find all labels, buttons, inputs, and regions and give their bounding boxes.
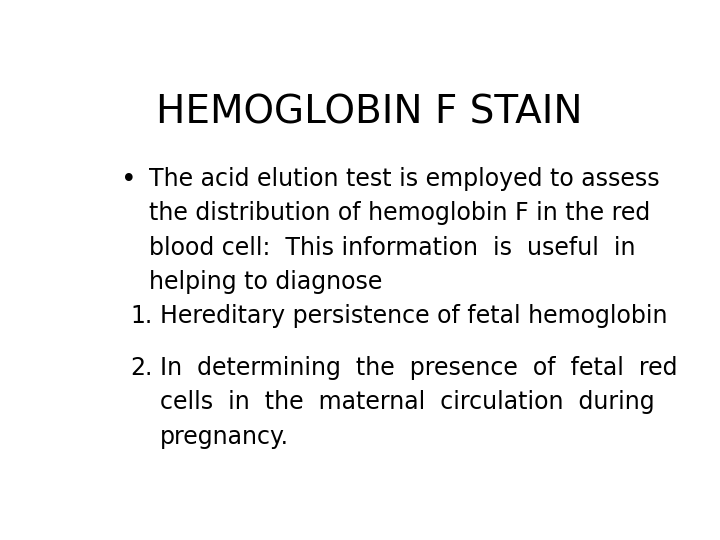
Text: 2.: 2.	[130, 356, 153, 380]
Text: Hereditary persistence of fetal hemoglobin: Hereditary persistence of fetal hemoglob…	[160, 304, 667, 328]
Text: In  determining  the  presence  of  fetal  red
cells  in  the  maternal  circula: In determining the presence of fetal red…	[160, 356, 678, 449]
Text: 1.: 1.	[130, 304, 153, 328]
Text: •: •	[121, 167, 136, 193]
Text: HEMOGLOBIN F STAIN: HEMOGLOBIN F STAIN	[156, 94, 582, 132]
Text: The acid elution test is employed to assess
the distribution of hemoglobin F in : The acid elution test is employed to ass…	[148, 167, 660, 294]
